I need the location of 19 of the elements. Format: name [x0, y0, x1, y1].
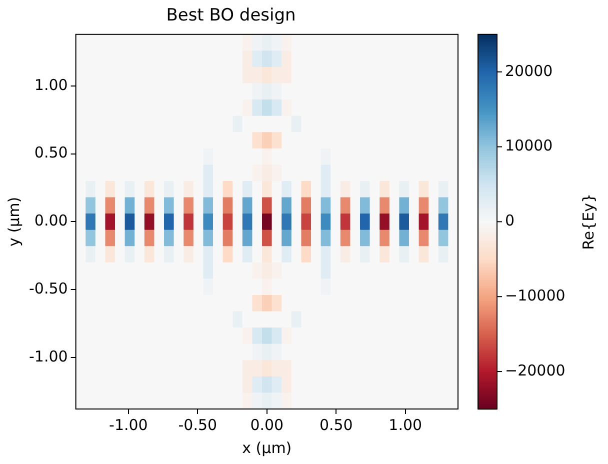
color-bar-label: 20000 [505, 62, 553, 80]
color-bar-label: −10000 [505, 286, 566, 305]
y-tick-label: 1.00 [34, 76, 68, 94]
x-axis-title: x (µm) [242, 438, 292, 457]
color-bar-title: Re{Ey} [579, 193, 598, 250]
color-bar-label: 0 [505, 212, 515, 230]
x-tick-label: 1.00 [388, 416, 422, 434]
x-tick-label: -0.50 [178, 416, 218, 434]
color-bar-label: −20000 [505, 361, 566, 380]
x-tick-label: -1.00 [109, 416, 148, 434]
y-axis-title: y (µm) [4, 196, 23, 246]
y-tick-label: 0.00 [34, 212, 68, 230]
y-tick-label: -0.50 [29, 279, 68, 298]
y-tick-label: -1.00 [29, 347, 68, 366]
chart-title: Best BO design [166, 6, 296, 26]
y-tick-label: 0.50 [34, 144, 68, 162]
x-tick-label: 0.50 [319, 416, 353, 434]
color-bar-label: 10000 [505, 136, 553, 155]
x-tick-label: 0.00 [250, 416, 284, 434]
